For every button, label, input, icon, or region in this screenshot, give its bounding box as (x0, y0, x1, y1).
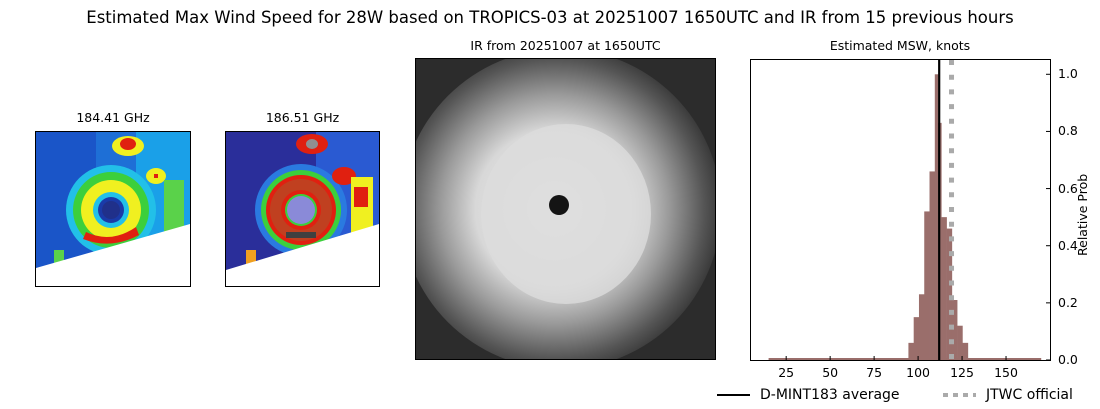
x-tick-label: 100 (906, 365, 930, 380)
histogram-bar (924, 211, 930, 360)
histogram-bar (946, 228, 953, 360)
x-tick-label: 125 (950, 365, 974, 380)
msw-histogram (750, 59, 1051, 361)
y-tick-label: 0.8 (1058, 123, 1078, 139)
histogram-bar (918, 294, 925, 360)
legend-mean: D-MINT183 average (717, 387, 900, 403)
mw1-title: 184.41 GHz (76, 110, 150, 125)
solid-line-icon (717, 394, 750, 396)
mw-184-image (35, 131, 191, 287)
hist-title: Estimated MSW, knots (829, 38, 971, 53)
legend-official: JTWC official (943, 387, 1073, 403)
y-tick-label: 1.0 (1058, 66, 1078, 82)
histogram-bar (957, 325, 963, 360)
x-tick-label: 75 (866, 365, 883, 380)
dotted-line-icon (943, 393, 976, 397)
mw2-title: 186.51 GHz (265, 110, 340, 125)
legend-official-label: JTWC official (986, 387, 1073, 403)
ir-satellite-image (415, 58, 716, 360)
x-tick-label: 25 (778, 365, 795, 380)
histogram-bar (962, 342, 969, 360)
histogram-bar (913, 317, 920, 360)
histogram-bar (908, 342, 914, 360)
ir-title: IR from 20251007 at 1650UTC (470, 38, 661, 53)
y-tick-label: 0.4 (1058, 237, 1078, 253)
y-tick-label: 0.2 (1058, 294, 1078, 310)
y-tick-label: 0.0 (1058, 352, 1078, 367)
histogram-plot (768, 60, 1050, 360)
histogram-bar (929, 171, 936, 360)
x-tick-label: 50 (822, 365, 839, 380)
x-tick-label: 150 (994, 365, 1018, 380)
mw-186-image (225, 131, 380, 287)
histogram-bar (951, 300, 958, 360)
histogram-bar (934, 74, 939, 360)
y-tick-label: 0.6 (1058, 180, 1078, 196)
figure-title: Estimated Max Wind Speed for 28W based o… (86, 8, 1014, 27)
histogram-bar (941, 217, 947, 360)
y-axis-label: Relative Prob (1075, 173, 1090, 256)
legend-mean-label: D-MINT183 average (760, 387, 900, 403)
